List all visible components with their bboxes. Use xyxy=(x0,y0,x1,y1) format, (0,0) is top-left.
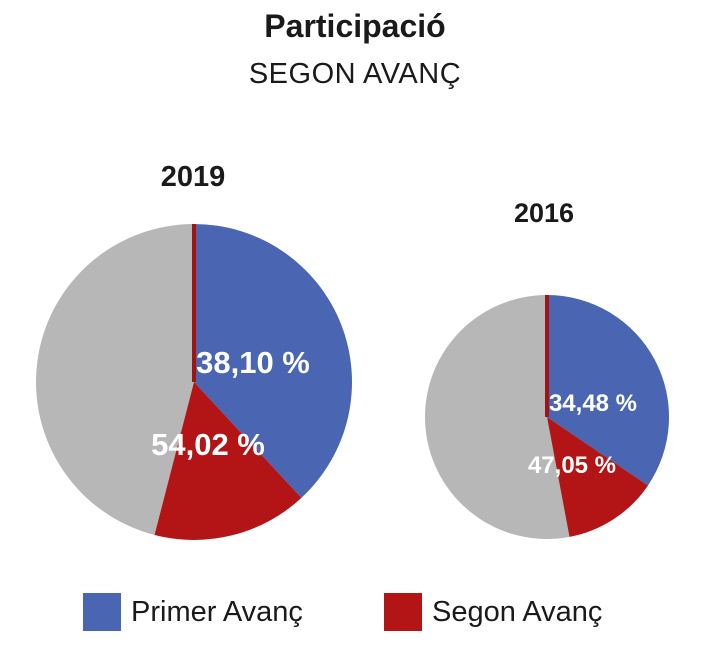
legend-swatch-primer xyxy=(83,593,121,631)
legend: Primer Avanç Segon Avanç xyxy=(0,593,710,643)
legend-item-segon: Segon Avanç xyxy=(384,593,602,631)
pie-2016-segon-label: 47,05 % xyxy=(528,452,616,479)
pie-2016-year-label: 2016 xyxy=(514,198,574,228)
pie-2019-year-label: 2019 xyxy=(161,161,226,193)
pie-2019-segon-label: 54,02 % xyxy=(151,427,265,462)
legend-swatch-segon xyxy=(384,593,422,631)
pie-2016-primer-label: 34,48 % xyxy=(549,390,637,417)
pie-2019-primer-label: 38,10 % xyxy=(196,345,310,380)
legend-label-segon: Segon Avanç xyxy=(432,596,602,629)
pie-charts: 2019 38,10 % 54,02 % 2016 34,48 % 47,05 % xyxy=(0,0,710,590)
legend-label-primer: Primer Avanç xyxy=(131,596,303,629)
legend-item-primer: Primer Avanç xyxy=(83,593,303,631)
